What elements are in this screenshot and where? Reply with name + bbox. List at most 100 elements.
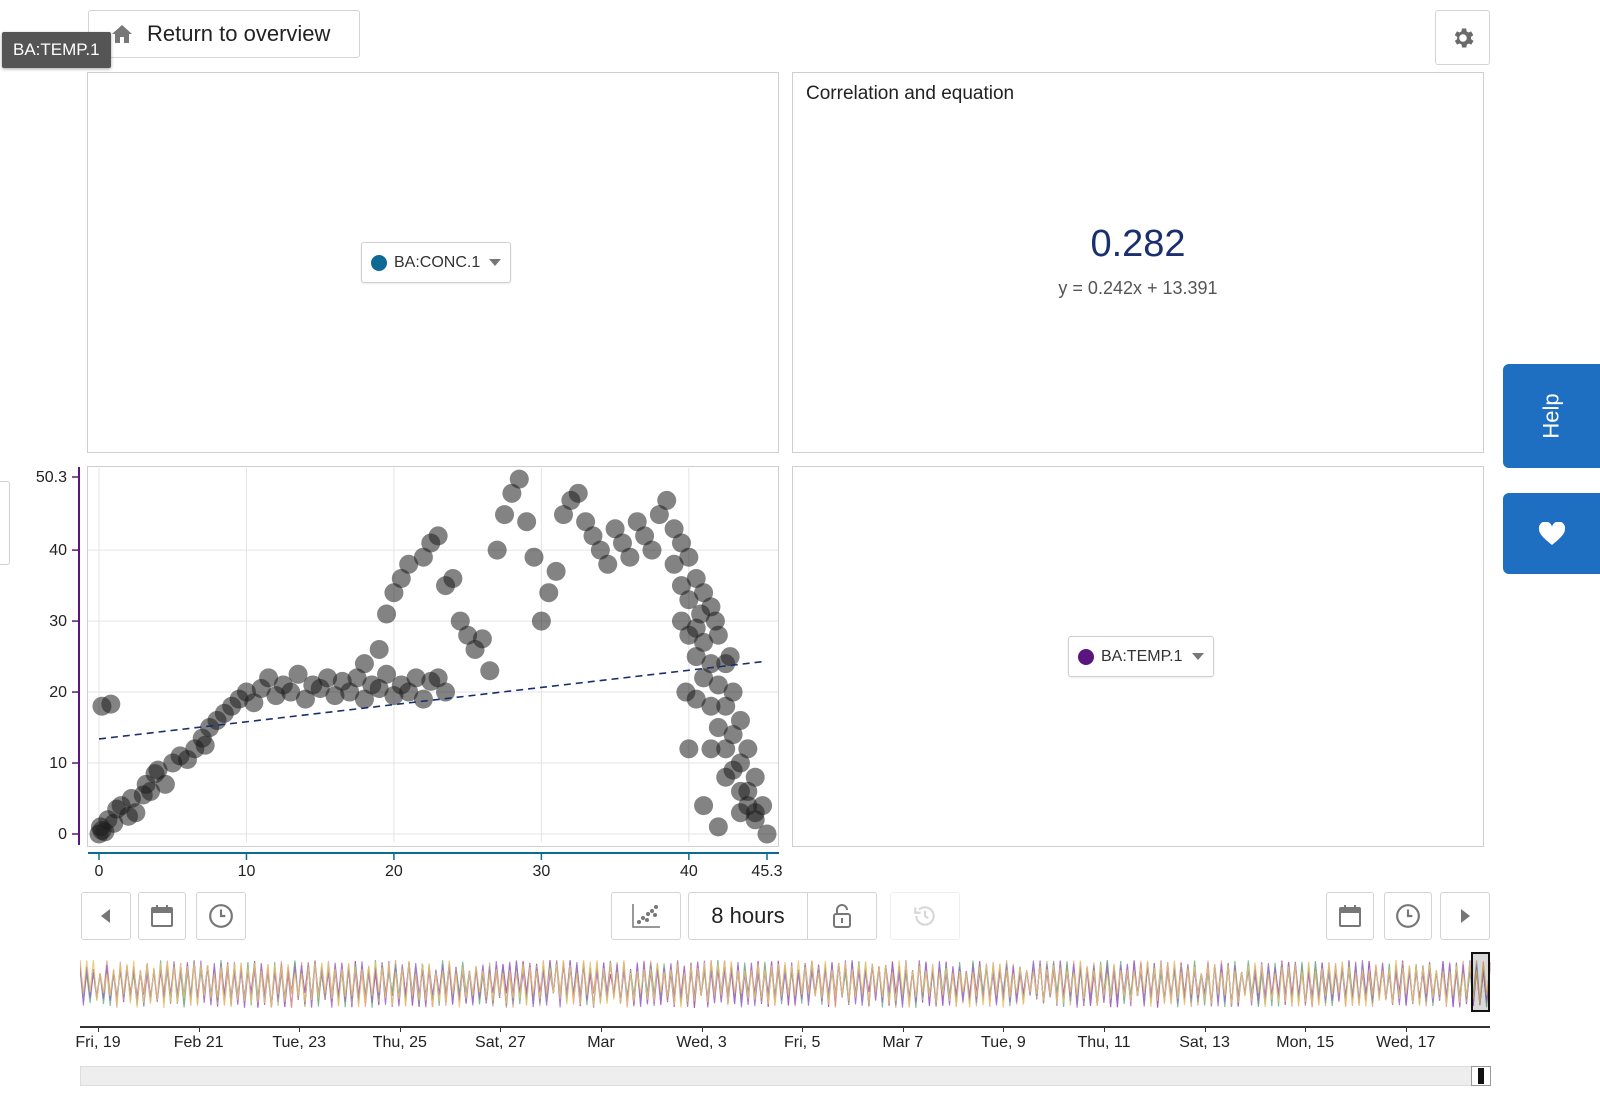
settings-button[interactable] [1435,10,1490,65]
series-select-conc[interactable]: BA:CONC.1 [361,242,512,283]
data-point [671,611,691,631]
data-point [694,632,714,652]
data-point [524,547,544,567]
series-select-temp[interactable]: BA:TEMP.1 [1068,636,1214,677]
end-time-button[interactable] [1384,892,1432,940]
data-point [399,682,419,702]
correlation-title: Correlation and equation [806,83,1015,104]
calendar-icon [1339,905,1361,927]
favorite-button[interactable] [1503,493,1600,574]
data-point [708,625,728,645]
data-point [495,505,515,525]
timeline-tick [1405,1026,1407,1032]
data-point [450,611,470,631]
data-point [708,718,728,738]
timeline-label: Thu, 11 [1077,1034,1131,1051]
data-point [531,611,551,631]
series-select-label: BA:CONC.1 [394,253,481,271]
timeline-tick [198,1026,200,1032]
data-point [708,675,728,695]
end-date-button[interactable] [1326,892,1374,940]
timeline-label: Tue, 9 [981,1034,1026,1051]
timeline-axis [80,1026,1490,1028]
data-point [195,735,215,755]
next-button[interactable] [1440,892,1490,940]
timeline-label: Wed, 17 [1376,1034,1436,1051]
history-button [890,892,960,940]
data-point [701,739,721,759]
series-color-dot [371,254,387,271]
timeline-tick [1003,1026,1005,1032]
data-point [686,568,706,588]
data-point [295,689,315,709]
data-point [259,668,279,688]
help-button[interactable]: Help [1503,364,1600,468]
y-tick-label: 0 [58,826,67,843]
x-tick-label: 20 [385,863,403,880]
data-point [671,533,691,553]
timeline-tick [1104,1026,1105,1032]
timeline-tick [601,1026,602,1032]
collapsed-panel-handle[interactable] [0,481,10,565]
timeline-label: Mon, 15 [1276,1034,1335,1051]
data-point [244,693,264,713]
data-point [679,739,699,759]
data-point [679,547,699,567]
data-point [104,813,124,833]
data-point [694,668,714,688]
return-label: Return to overview [147,21,331,46]
data-point [679,625,699,645]
timeline-tick [299,1026,301,1032]
timeline-selection-window [1471,952,1490,1012]
y-tick-label: 50.3 [36,469,67,486]
start-date-button[interactable] [138,892,186,940]
timeline-overview[interactable] [80,952,1492,1014]
correlation-value: 0.282 [1090,223,1186,265]
data-point [354,654,374,674]
timeline-label: Mar [587,1034,615,1051]
data-point [671,576,691,596]
data-point [757,824,777,844]
data-point [620,547,640,567]
data-point [730,781,750,801]
lock-duration-button[interactable] [807,892,877,940]
data-point [635,526,655,546]
timeline-scrollbar[interactable] [80,1066,1490,1086]
data-point [517,512,537,532]
x-tick-label: 40 [680,863,698,880]
timeline-tick [98,1026,99,1032]
x-tick-label: 0 [95,863,104,880]
data-point [340,682,360,702]
data-point [325,686,345,706]
y-tick-label: 30 [49,613,67,630]
data-point [413,547,433,567]
chevron-down-icon [1191,653,1204,660]
data-point [155,774,175,794]
timeline-series-line [80,959,1491,1008]
help-label: Help [1538,393,1564,439]
previous-button[interactable] [81,892,131,940]
data-point [318,668,338,688]
timeline-label: Fri, 19 [75,1034,121,1051]
data-point [568,483,588,503]
start-time-button[interactable] [196,892,246,940]
x-tick-label: 10 [238,863,256,880]
data-point [502,483,522,503]
y-tick-label: 10 [49,755,67,772]
data-point [458,625,478,645]
scatter-chart-icon [632,904,660,928]
data-point [686,647,706,667]
chart-type-button[interactable] [611,892,681,940]
data-point [745,810,765,830]
return-to-overview-button[interactable]: Return to overview [88,10,360,58]
clock-icon [209,904,233,928]
timeline-scroll-handle[interactable] [1471,1066,1491,1086]
timeline-label: Wed, 3 [676,1034,727,1051]
data-point [377,604,397,624]
data-point [664,519,684,539]
history-icon [914,906,935,926]
timeline-tick [902,1026,904,1032]
data-point [676,682,696,702]
data-point [694,583,714,603]
duration-selector[interactable]: 8 hours [688,892,808,940]
